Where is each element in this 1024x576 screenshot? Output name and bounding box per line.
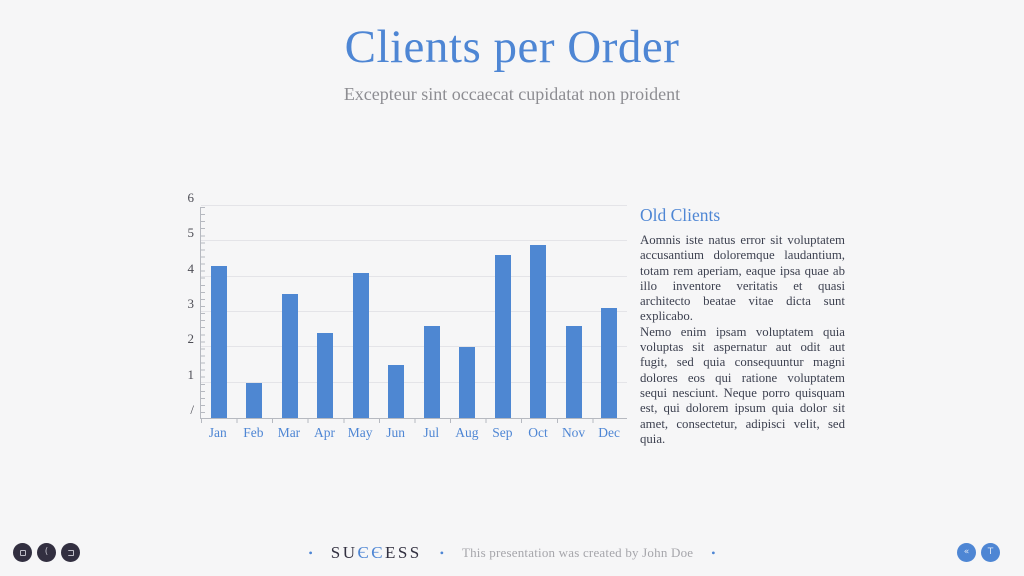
letter-t-button[interactable]: T — [981, 543, 1000, 562]
x-axis-ticks — [201, 418, 628, 423]
footer-dot-icon: • — [308, 545, 313, 560]
gridline — [201, 346, 627, 348]
bar-mar — [281, 294, 298, 418]
bar-chart: / 1 2 3 4 5 6 Jan Feb Mar Apr May Jun Jul Aug Sep Oct No… — [160, 190, 640, 445]
x-tick-label: Feb — [243, 425, 264, 440]
footer: • SUЄЄESS • This presentation was create… — [0, 543, 1024, 563]
bar-apr — [317, 333, 334, 418]
bottom-left-controls: ( — [13, 543, 80, 562]
x-tick-label: May — [347, 425, 373, 440]
chart-x-axis-labels: Jan Feb Mar Apr May Jun Jul Aug Sep Oct Nov Dec — [200, 425, 627, 441]
logo-suffix: ESS — [384, 543, 422, 562]
x-tick-label: Jul — [423, 425, 440, 440]
bracket-right-icon — [67, 549, 74, 556]
y-tick-label: 3 — [187, 296, 195, 311]
nav-next-button[interactable] — [61, 543, 80, 562]
footer-dot-icon: • — [439, 545, 444, 560]
bar-jul — [423, 326, 440, 418]
chart-y-axis-labels: / 1 2 3 4 5 6 — [160, 190, 195, 419]
bottom-right-controls: « T — [957, 543, 1000, 562]
x-tick-label: Aug — [455, 425, 479, 440]
x-tick-label: Jun — [386, 425, 406, 440]
paren-left-icon: ( — [44, 547, 49, 557]
double-chevron-left-icon: « — [963, 547, 970, 557]
panel-paragraph-2: Nemo enim ipsam voluptatem quia voluptas… — [640, 324, 845, 446]
brand-logo: SUЄЄESS — [331, 543, 422, 563]
y-tick-label: 2 — [187, 331, 195, 347]
panel-body: Aomnis iste natus error sit voluptatem a… — [640, 233, 845, 447]
x-tick-label: Oct — [528, 425, 548, 440]
letter-t-icon: T — [987, 547, 994, 557]
bar-jun — [388, 365, 405, 418]
x-tick-label: Apr — [314, 425, 336, 440]
x-tick-label: Jan — [208, 425, 227, 440]
gridline — [201, 275, 627, 277]
side-text-panel: Old Clients Aomnis iste natus error sit … — [640, 205, 845, 447]
x-tick-label: Nov — [561, 425, 586, 440]
panel-paragraph-1: Aomnis iste natus error sit voluptatem a… — [640, 233, 845, 324]
logo-prefix: SU — [330, 543, 358, 562]
y-tick-label: 1 — [187, 366, 195, 382]
gridline — [201, 205, 627, 206]
nav-square-button[interactable] — [13, 543, 32, 562]
chart-plot-area — [200, 205, 628, 423]
page-subtitle: Excepteur sint occaecat cupidatat non pr… — [343, 84, 681, 104]
rewind-button[interactable]: « — [957, 543, 976, 562]
square-outline-icon — [19, 549, 26, 556]
gridline — [201, 240, 627, 242]
nav-previous-button[interactable]: ( — [37, 543, 56, 562]
y-tick-label: 4 — [187, 260, 195, 276]
footer-credit-text: This presentation was created by John Do… — [461, 545, 694, 560]
footer-dot-icon: • — [711, 545, 716, 560]
logo-mid: ЄЄ — [357, 543, 385, 562]
bar-dec — [601, 308, 618, 418]
panel-heading: Old Clients — [640, 205, 721, 225]
y-tick-label: 5 — [187, 225, 195, 241]
bar-sep — [494, 255, 511, 418]
y-axis-minor-ticks — [201, 207, 205, 418]
gridline — [201, 311, 627, 312]
y-tick-label: / — [190, 402, 194, 417]
bar-nov — [565, 326, 582, 418]
page-title: Clients per Order — [344, 21, 680, 73]
x-tick-label: Dec — [598, 425, 621, 440]
x-tick-label: Mar — [277, 425, 301, 440]
y-tick-label: 6 — [187, 190, 195, 205]
bar-feb — [246, 382, 263, 418]
bar-aug — [459, 347, 476, 418]
x-tick-label: Sep — [492, 425, 513, 440]
gridline — [201, 381, 627, 383]
bar-may — [352, 273, 369, 418]
bar-oct — [530, 244, 547, 418]
bar-jan — [210, 266, 227, 418]
